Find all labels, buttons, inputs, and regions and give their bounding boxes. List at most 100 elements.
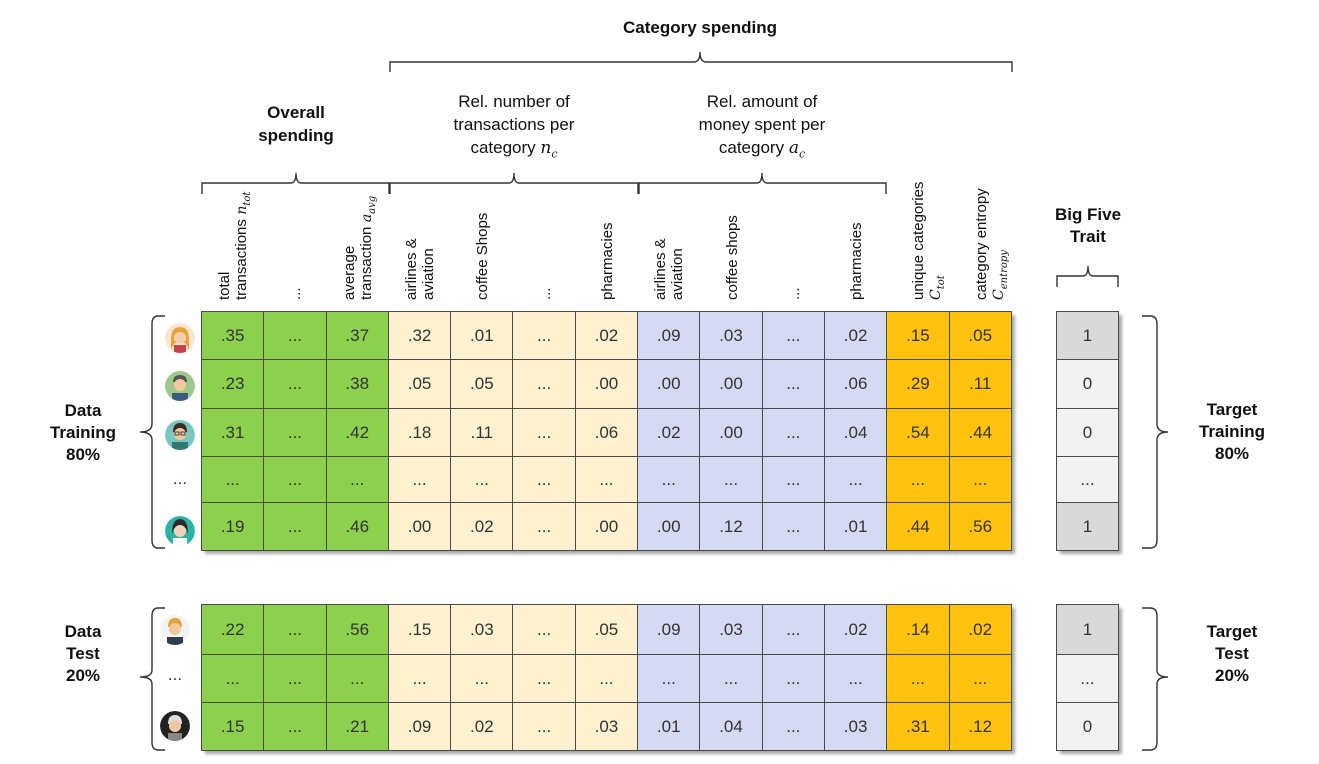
data-cell: .22 <box>201 604 265 655</box>
data-test-line2: Test <box>66 644 100 663</box>
rel-number-sub: c <box>551 147 558 161</box>
column-symbol-sub: avg <box>366 195 378 214</box>
user-avatar-man-blonde <box>160 615 190 645</box>
column-label-line2: aviation <box>669 248 687 300</box>
data-cell: .09 <box>637 311 701 360</box>
column-label-line2: aviation <box>420 248 438 300</box>
rel-number-line2: transactions per <box>453 115 575 134</box>
data-cell: .44 <box>948 408 1012 457</box>
data-training-line2: Training <box>49 423 117 442</box>
data-cell: .31 <box>886 702 950 751</box>
data-cell: .31 <box>201 408 265 457</box>
data-cell: .05 <box>948 311 1012 360</box>
training-data-table: .35... .37.32.01... .02.09.03... .02.15.05.… <box>201 311 1012 551</box>
data-cell: .23 <box>201 359 265 409</box>
data-cell: .03 <box>574 702 639 751</box>
target-test-label: Target Test 20% <box>1192 621 1272 687</box>
data-cell: ... <box>263 502 327 551</box>
data-cell: ... <box>325 654 389 703</box>
column-label: ... <box>537 287 554 300</box>
target-test-line3: 20% <box>1214 666 1250 685</box>
data-cell: ... <box>263 654 327 703</box>
data-cell: .01 <box>637 702 701 751</box>
column-label: unique categories Ctot <box>910 182 950 300</box>
target-training-brace <box>1142 315 1169 549</box>
data-cell: .29 <box>886 359 950 409</box>
training-row-ellipsis: ... <box>172 469 188 488</box>
column-label-symbol: Ctot <box>928 275 948 300</box>
data-cell: .02 <box>574 311 639 360</box>
data-training-brace <box>139 315 165 549</box>
data-cell: ... <box>823 654 888 703</box>
rel-amount-title: Rel. amount of money spent per category … <box>652 90 872 165</box>
column-symbol: n <box>234 205 251 215</box>
target-cell: 0 <box>1056 702 1119 751</box>
data-cell: .03 <box>699 311 763 360</box>
data-cell: ... <box>637 654 701 703</box>
data-cell: .15 <box>387 604 452 655</box>
target-training-line1: Target <box>1206 400 1258 419</box>
column-label: coffee shops <box>724 215 741 300</box>
rel-amount-sub: c <box>798 147 806 161</box>
data-cell: ... <box>574 456 639 503</box>
data-cell: .19 <box>201 502 265 551</box>
big-five-line1: Big Five <box>1054 205 1122 224</box>
training-target-table: 1 0 0... 1 <box>1056 311 1119 551</box>
target-cell: 1 <box>1056 311 1119 360</box>
data-cell: ... <box>325 456 389 503</box>
data-cell: ... <box>512 456 576 503</box>
data-cell: .11 <box>948 359 1012 409</box>
column-symbol-sub: tot <box>936 275 948 290</box>
column-symbol: C <box>928 289 945 300</box>
data-cell: ... <box>512 311 576 360</box>
data-cell: .14 <box>886 604 950 655</box>
user-avatar-elder <box>160 711 190 741</box>
column-label-line1: ... <box>287 287 305 300</box>
data-training-label: Data Training 80% <box>48 400 118 466</box>
data-cell: .04 <box>823 408 888 457</box>
test-target-table: 1... 0 <box>1056 604 1119 751</box>
column-symbol-sub: entropy <box>998 250 1010 290</box>
data-cell: .12 <box>699 502 763 551</box>
data-cell: .01 <box>823 502 888 551</box>
data-cell: .02 <box>450 502 514 551</box>
rel-amount-line3: category ac <box>652 136 872 165</box>
big-five-bracket <box>1056 265 1119 287</box>
rel-number-line3: category nc <box>404 136 624 165</box>
column-label: airlines & aviation <box>403 238 437 300</box>
data-cell: .05 <box>450 359 514 409</box>
data-cell: ... <box>761 408 825 457</box>
data-cell: ... <box>823 456 888 503</box>
test-data-table: .22... .56.15.03... .05.09.03... .02.14.02.… <box>201 604 1012 751</box>
column-label-line1: ... <box>785 287 803 300</box>
column-label-line1: unique categories <box>910 181 928 300</box>
target-cell: ... <box>1056 456 1119 503</box>
data-cell: ... <box>761 654 825 703</box>
data-cell: .00 <box>699 359 763 409</box>
data-cell: .00 <box>637 359 701 409</box>
data-cell: .32 <box>387 311 452 360</box>
data-cell: .06 <box>823 359 888 409</box>
column-label: pharmacies <box>848 222 865 300</box>
target-cell: 0 <box>1056 408 1119 457</box>
column-symbol-sub: tot <box>241 191 253 206</box>
overall-spending-title: Overall spending <box>226 101 366 147</box>
column-label-line1: airlines & <box>652 238 670 300</box>
column-label-line2: transaction <box>357 226 375 300</box>
data-cell: .01 <box>450 311 514 360</box>
data-cell: ... <box>263 604 327 655</box>
column-label-line1: coffee Shops <box>474 212 492 300</box>
overall-spending-bracket <box>201 172 390 194</box>
column-label-line1: pharmacies <box>598 222 616 300</box>
rel-number-line3-text: category <box>470 138 536 157</box>
big-five-line2: Trait <box>1070 227 1106 246</box>
column-label: average transaction aavg <box>341 196 381 300</box>
rel-amount-bracket <box>638 172 887 194</box>
column-symbol: C <box>990 289 1007 300</box>
data-cell: ... <box>761 604 825 655</box>
rel-number-bracket <box>389 172 639 194</box>
data-cell: ... <box>387 456 452 503</box>
data-cell: .00 <box>574 359 639 409</box>
data-cell: .06 <box>574 408 639 457</box>
data-cell: .15 <box>201 702 265 751</box>
